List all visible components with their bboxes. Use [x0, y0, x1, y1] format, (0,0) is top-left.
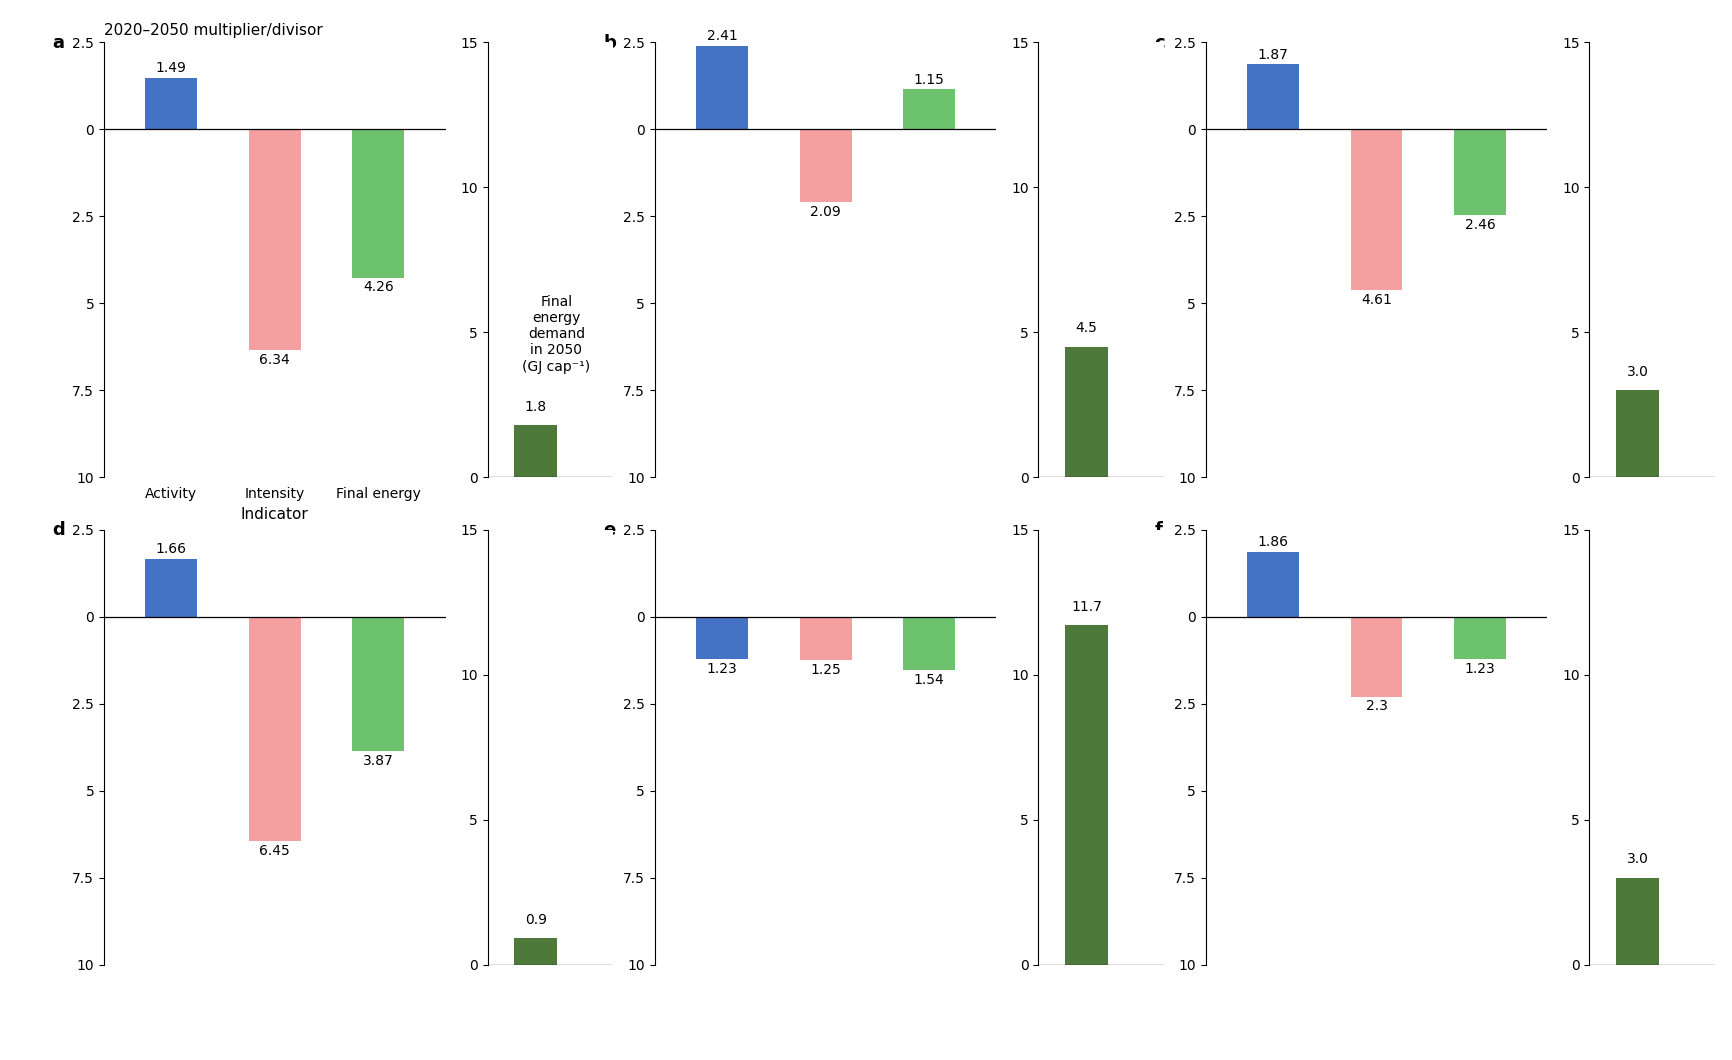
Text: 1.23: 1.23	[707, 662, 738, 676]
Bar	[904, 89, 954, 129]
Bar	[696, 46, 748, 129]
Text: 4.61: 4.61	[1361, 293, 1393, 306]
Text: 2.46: 2.46	[1465, 217, 1495, 232]
Text: d: d	[52, 520, 66, 538]
Text: a: a	[52, 34, 64, 52]
Text: 1.15: 1.15	[914, 72, 944, 87]
Bar	[352, 617, 404, 752]
Bar	[1247, 552, 1299, 617]
Bar	[1616, 390, 1659, 477]
Text: 6.45: 6.45	[260, 844, 289, 858]
Text: f: f	[1155, 520, 1162, 538]
X-axis label: Indicator: Indicator	[241, 507, 308, 522]
Text: e: e	[604, 520, 617, 538]
Text: 3.0: 3.0	[1626, 365, 1649, 378]
Text: 4.5: 4.5	[1076, 321, 1098, 335]
Text: 4.26: 4.26	[364, 281, 393, 295]
Text: 6.34: 6.34	[260, 353, 289, 367]
Text: 2.09: 2.09	[811, 205, 842, 219]
Bar	[1065, 625, 1108, 965]
Bar	[800, 129, 852, 202]
Text: 3.0: 3.0	[1626, 852, 1649, 866]
Bar	[1351, 129, 1403, 289]
Text: 1.86: 1.86	[1257, 535, 1289, 549]
Bar	[514, 425, 558, 477]
Bar	[249, 617, 301, 841]
Bar	[904, 617, 954, 670]
Text: c: c	[1155, 34, 1166, 52]
Text: 2.3: 2.3	[1365, 700, 1387, 713]
Bar	[1455, 617, 1507, 659]
Text: 1.87: 1.87	[1257, 48, 1289, 61]
Bar	[1351, 617, 1403, 696]
Bar	[249, 129, 301, 350]
Text: 1.49: 1.49	[156, 60, 187, 75]
Bar	[145, 559, 197, 617]
Text: 3.87: 3.87	[364, 754, 393, 768]
Text: Final
energy
demand
in 2050
(GJ cap⁻¹): Final energy demand in 2050 (GJ cap⁻¹)	[523, 295, 591, 373]
Text: 1.8: 1.8	[525, 400, 547, 413]
Bar	[1065, 347, 1108, 477]
Text: 1.23: 1.23	[1465, 662, 1495, 676]
Text: 2020–2050 multiplier/divisor: 2020–2050 multiplier/divisor	[104, 23, 322, 38]
Bar	[352, 129, 404, 278]
Text: b: b	[604, 34, 617, 52]
Text: 11.7: 11.7	[1070, 600, 1102, 614]
Bar	[1616, 878, 1659, 965]
Bar	[800, 617, 852, 660]
Bar	[1247, 65, 1299, 129]
Text: 0.9: 0.9	[525, 913, 547, 926]
Text: 1.66: 1.66	[156, 542, 187, 556]
Text: 1.25: 1.25	[811, 662, 842, 677]
Bar	[696, 617, 748, 659]
Text: 2.41: 2.41	[707, 29, 738, 42]
Text: 1.54: 1.54	[914, 673, 944, 687]
Bar	[145, 77, 197, 129]
Bar	[1455, 129, 1507, 215]
Bar	[514, 938, 558, 965]
